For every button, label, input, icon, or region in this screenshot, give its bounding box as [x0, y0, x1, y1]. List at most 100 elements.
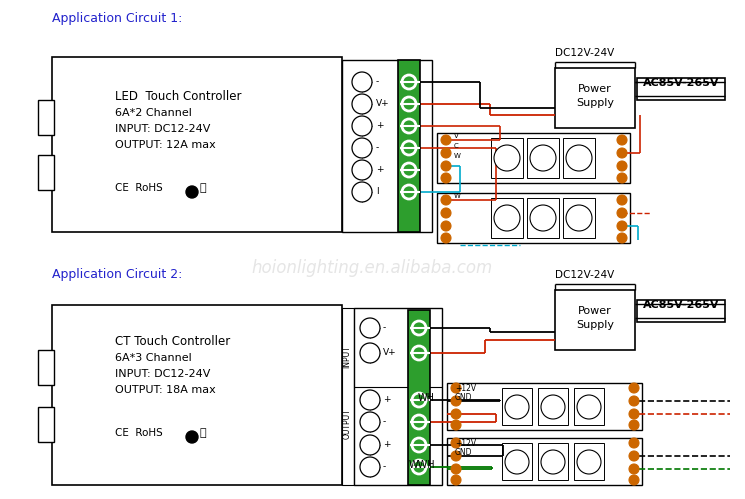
- Bar: [52, 305, 342, 485]
- Bar: [527, 138, 559, 178]
- Circle shape: [451, 475, 461, 485]
- Circle shape: [441, 221, 451, 231]
- Circle shape: [530, 145, 556, 171]
- Bar: [563, 198, 595, 238]
- Text: INPUT: DC12-24V: INPUT: DC12-24V: [115, 124, 210, 134]
- Text: -: -: [376, 143, 379, 152]
- Bar: [502, 388, 532, 425]
- Circle shape: [186, 186, 198, 198]
- Text: Supply: Supply: [576, 320, 614, 330]
- Circle shape: [505, 395, 529, 419]
- Circle shape: [360, 457, 380, 477]
- Circle shape: [352, 182, 372, 202]
- Text: Power: Power: [578, 84, 612, 94]
- Text: AC85V-265V: AC85V-265V: [643, 300, 719, 310]
- Circle shape: [629, 438, 639, 448]
- Text: V+: V+: [376, 99, 390, 108]
- Circle shape: [617, 195, 627, 205]
- Circle shape: [441, 195, 451, 205]
- Text: hoionlighting.en.alibaba.com: hoionlighting.en.alibaba.com: [251, 259, 492, 277]
- Text: -: -: [383, 323, 386, 332]
- Bar: [637, 300, 725, 322]
- Circle shape: [352, 116, 372, 136]
- Bar: [38, 350, 54, 385]
- Circle shape: [451, 420, 461, 430]
- Circle shape: [505, 450, 529, 474]
- Text: Power: Power: [578, 306, 612, 316]
- Circle shape: [360, 390, 380, 410]
- Circle shape: [412, 460, 426, 474]
- Text: Application Circuit 2:: Application Circuit 2:: [52, 268, 183, 281]
- Text: 6A*2 Channel: 6A*2 Channel: [115, 108, 192, 118]
- Circle shape: [629, 383, 639, 393]
- Text: ⌛: ⌛: [200, 183, 206, 193]
- Bar: [437, 193, 630, 243]
- Text: OUTPUT: OUTPUT: [343, 408, 352, 439]
- Circle shape: [617, 221, 627, 231]
- Bar: [502, 443, 532, 480]
- Circle shape: [530, 205, 556, 231]
- Text: W: W: [454, 153, 461, 159]
- Bar: [437, 133, 630, 183]
- Circle shape: [412, 393, 426, 407]
- Text: INPUT: INPUT: [343, 345, 352, 368]
- Text: +12V: +12V: [455, 384, 476, 393]
- Circle shape: [451, 396, 461, 406]
- Bar: [52, 57, 342, 232]
- Circle shape: [617, 148, 627, 158]
- Bar: [491, 138, 523, 178]
- Bar: [354, 308, 442, 485]
- Circle shape: [412, 438, 426, 452]
- Circle shape: [451, 409, 461, 419]
- Circle shape: [451, 383, 461, 393]
- Text: OUTPUT: 12A max: OUTPUT: 12A max: [115, 140, 216, 150]
- Text: LED  Touch Controller: LED Touch Controller: [115, 90, 241, 103]
- Circle shape: [566, 145, 592, 171]
- Text: +: +: [376, 165, 384, 174]
- Text: CT Touch Controller: CT Touch Controller: [115, 335, 230, 348]
- Circle shape: [402, 163, 416, 177]
- Circle shape: [566, 205, 592, 231]
- Circle shape: [494, 205, 520, 231]
- Circle shape: [541, 395, 565, 419]
- Bar: [447, 383, 642, 430]
- Circle shape: [352, 138, 372, 158]
- Circle shape: [412, 346, 426, 360]
- Text: V: V: [454, 133, 459, 139]
- Text: CE  RoHS: CE RoHS: [115, 183, 162, 193]
- Text: +: +: [383, 395, 390, 404]
- Circle shape: [441, 233, 451, 243]
- Circle shape: [402, 119, 416, 133]
- Text: WWH: WWH: [408, 460, 435, 470]
- Circle shape: [441, 208, 451, 218]
- Circle shape: [629, 451, 639, 461]
- Text: +: +: [383, 440, 390, 449]
- Bar: [398, 60, 420, 232]
- Circle shape: [360, 318, 380, 338]
- Bar: [447, 438, 642, 485]
- Circle shape: [402, 97, 416, 111]
- Bar: [38, 155, 54, 190]
- Bar: [38, 100, 54, 135]
- Text: -: -: [376, 77, 379, 86]
- Circle shape: [352, 94, 372, 114]
- Bar: [491, 198, 523, 238]
- Text: Supply: Supply: [576, 98, 614, 108]
- Bar: [527, 198, 559, 238]
- Circle shape: [402, 185, 416, 199]
- Circle shape: [451, 438, 461, 448]
- Circle shape: [541, 450, 565, 474]
- Text: I: I: [376, 187, 378, 196]
- Circle shape: [441, 135, 451, 145]
- Bar: [563, 138, 595, 178]
- Circle shape: [577, 395, 601, 419]
- Text: C: C: [454, 143, 459, 149]
- Circle shape: [360, 435, 380, 455]
- Bar: [342, 308, 354, 485]
- Text: OUTPUT: 18A max: OUTPUT: 18A max: [115, 385, 216, 395]
- Bar: [574, 388, 604, 425]
- Circle shape: [451, 464, 461, 474]
- Text: -: -: [383, 462, 386, 471]
- Text: 6A*3 Channel: 6A*3 Channel: [115, 353, 191, 363]
- Circle shape: [577, 450, 601, 474]
